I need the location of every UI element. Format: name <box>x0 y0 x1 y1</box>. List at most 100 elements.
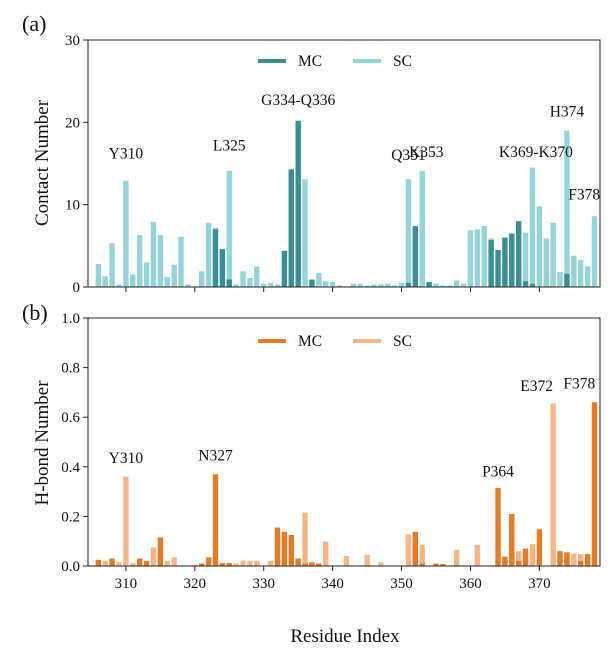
panel-a-bar-sc-318 <box>178 236 184 287</box>
panel-a-bar-sc-377 <box>584 266 591 287</box>
panel-a-bar-mc-323 <box>212 229 219 287</box>
panel-a-bar-sc-315 <box>157 235 164 287</box>
panel-a-bar-sc-340 <box>329 282 336 287</box>
panel-b-y-axis-label: H-bond Number <box>32 380 53 506</box>
panel-b-bar-mc-308 <box>109 558 115 566</box>
panel-b-x-tick-label: 360 <box>459 576 482 592</box>
panel-a-legend-label-mc: MC <box>298 53 322 70</box>
panel-a-annotation-h374: H374 <box>550 104 585 121</box>
panel-b-bar-sc-311 <box>130 563 136 566</box>
panel-b-y-tick-label: 0.4 <box>61 460 80 476</box>
panel-b-bar-mc-376 <box>578 561 584 566</box>
panel-a-bar-sc-360 <box>467 230 474 287</box>
panel-b-bar-mc-336 <box>302 563 308 566</box>
panel-a-contact-number-chart: (a) Contact Number 0 10 20 30 Y310 L325 G334-… <box>22 11 601 296</box>
panel-a-bar-sc-314 <box>150 221 157 287</box>
panel-a-bar-sc-356 <box>440 285 446 287</box>
panel-b-bar-sc-353 <box>419 544 425 566</box>
panel-b-bar-mc-315 <box>157 537 164 566</box>
panel-b-bar-sc-329 <box>254 561 260 566</box>
panel-a-bar-sc-347 <box>378 284 384 287</box>
panel-b-annotations: Y310 N327 P364 E372 F378 <box>109 376 596 481</box>
panel-a-bar-sc-336 <box>302 179 308 287</box>
panel-a-bar-sc-317 <box>171 264 177 287</box>
panel-b-bar-mc-323 <box>212 474 219 566</box>
panel-b-y-tick-label: 1.0 <box>61 311 80 327</box>
panel-b-annotation-p364: P364 <box>482 464 514 481</box>
panel-a-bar-sc-370 <box>536 206 543 287</box>
panel-b-bar-sc-351 <box>405 534 412 566</box>
panel-a-bar-sc-319 <box>185 284 191 287</box>
panel-a-bar-sc-339 <box>323 281 329 287</box>
panel-a-bar-sc-341 <box>336 285 343 287</box>
panel-a-bar-sc-312 <box>136 235 143 287</box>
panel-b-annotation-e372: E372 <box>520 378 553 395</box>
panel-a-bar-sc-328 <box>247 277 253 287</box>
panel-a-bar-mc-374 <box>564 273 570 287</box>
panel-a-bar-sc-306 <box>95 263 102 287</box>
panel-b-x-tick-label: 330 <box>252 576 275 592</box>
panel-a-bar-mc-333 <box>281 250 288 287</box>
panel-b-bar-mc-325 <box>226 563 232 566</box>
panel-a-bar-mc-366 <box>509 233 515 287</box>
panel-a-bar-sc-350 <box>398 282 405 287</box>
panel-b-bar-mc-306 <box>95 559 102 566</box>
panel-b-bar-mc-322 <box>205 557 212 566</box>
panel-b-annotation-n327: N327 <box>198 448 233 465</box>
panel-a-annotation-k369-k370: K369-K370 <box>499 144 573 161</box>
panel-a-bar-sc-369 <box>529 167 536 287</box>
panel-b-label: (b) <box>22 300 48 325</box>
panel-b-bar-sc-336 <box>302 512 308 566</box>
panel-b-bar-mc-373 <box>557 551 563 566</box>
panel-b-bar-sc-339 <box>323 541 329 566</box>
panel-b-bar-sc-331 <box>267 561 274 566</box>
panel-a-annotation-f378: F378 <box>568 187 600 204</box>
panel-b-x-tick-label: 350 <box>390 576 413 592</box>
panel-a-bar-sc-374 <box>564 130 570 287</box>
panel-b-y-tick-label: 0.2 <box>61 509 80 525</box>
panel-a-bar-mc-368 <box>522 281 529 287</box>
panel-a-bar-sc-375 <box>571 255 577 287</box>
panel-a-label: (a) <box>22 11 46 36</box>
panel-b-bar-mc-367 <box>516 561 522 566</box>
panel-a-bar-sc-307 <box>102 276 108 287</box>
panel-b-legend: MC SC <box>258 333 412 350</box>
panel-a-bar-sc-309 <box>116 284 122 287</box>
panel-b-bar-sc-328 <box>247 561 253 566</box>
panel-a-bar-sc-362 <box>481 226 487 287</box>
panel-a-y-axis-label: Contact Number <box>32 99 53 226</box>
panel-a-bar-mc-364 <box>495 249 501 287</box>
panel-a-bars <box>95 120 598 287</box>
panel-a-bar-sc-346 <box>371 284 377 287</box>
panel-a-ticks: 0 10 20 30 <box>65 33 540 296</box>
panel-a-bar-mc-337 <box>309 279 315 287</box>
panel-a-bar-sc-308 <box>109 243 115 287</box>
panel-a-bar-mc-363 <box>488 240 494 287</box>
panel-b-bar-mc-337 <box>309 562 315 566</box>
panel-b-annotation-y310: Y310 <box>109 450 144 467</box>
panel-a-bar-sc-349 <box>391 285 398 287</box>
panel-a-axes-frame <box>87 39 601 288</box>
panel-b-bar-sc-310 <box>123 476 129 566</box>
panel-a-bar-sc-357 <box>447 285 453 287</box>
panel-a-bar-sc-329 <box>254 266 260 287</box>
panel-a-bar-mc-335 <box>295 120 301 287</box>
panel-b-bar-mc-352 <box>412 531 418 566</box>
panel-b-bar-sc-375 <box>571 553 577 566</box>
panel-b-x-tick-label: 310 <box>115 576 138 592</box>
panel-a-annotation-q351: Q351 <box>391 147 425 164</box>
panel-b-bar-mc-321 <box>199 563 205 566</box>
panel-a-bar-mc-365 <box>502 237 508 287</box>
panel-a-bar-sc-371 <box>543 238 549 287</box>
panel-b-x-tick-label: 340 <box>321 576 344 592</box>
panel-b-bar-sc-314 <box>150 547 157 566</box>
panel-a-bar-mc-334 <box>288 169 294 287</box>
panel-b-bar-sc-327 <box>240 560 246 566</box>
panel-a-bar-sc-327 <box>240 271 246 287</box>
panel-a-bar-sc-326 <box>233 284 239 287</box>
panel-b-bar-mc-374 <box>564 552 570 566</box>
panel-a-bar-sc-330 <box>261 283 267 287</box>
panel-a-bar-mc-354 <box>426 282 432 287</box>
panel-b-ticks: 0.0 0.2 0.4 0.6 0.8 1.0 310 320 330 340 350 360 370 <box>61 311 550 592</box>
